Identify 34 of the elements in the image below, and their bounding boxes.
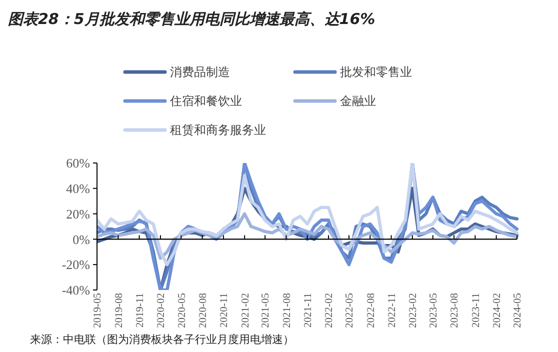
x-tick-label: 2019-05	[92, 293, 104, 328]
y-tick-label: -20%	[62, 257, 90, 272]
x-tick-label: 2024-05	[512, 293, 524, 328]
chart-title: 图表28：5月批发和零售业用电同比增速最高、达16%	[8, 10, 376, 28]
x-tick-label: 2019-11	[134, 293, 146, 328]
legend-label: 住宿和餐饮业	[169, 94, 242, 108]
y-tick-label: 40%	[66, 180, 90, 196]
x-tick-label: 2023-05	[428, 293, 440, 328]
legend-label: 批发和零售业	[340, 65, 412, 80]
legend-label: 租赁和商务服务业	[170, 123, 266, 138]
x-tick-label: 2022-11	[386, 293, 398, 328]
y-tick-label: -40%	[62, 282, 90, 298]
x-tick-label: 2020-11	[219, 293, 230, 328]
legend-label: 金融业	[340, 94, 376, 108]
x-tick-label: 2021-02	[240, 293, 252, 328]
x-tick-label: 2021-11	[303, 293, 314, 328]
x-tick-label: 2020-08	[198, 293, 209, 328]
y-tick-label: 20%	[66, 206, 90, 222]
y-tick-label: 60%	[66, 156, 90, 171]
x-tick-label: 2020-02	[156, 293, 168, 328]
x-tick-label: 2023-11	[470, 293, 482, 328]
x-tick-label: 2021-05	[260, 293, 272, 328]
legend-label: 消费品制造	[170, 65, 230, 80]
x-tick-label: 2022-02	[324, 293, 336, 328]
x-tick-label: 2022-08	[366, 293, 377, 328]
x-tick-label: 2023-02	[408, 293, 420, 328]
x-tick-label: 2024-02	[492, 293, 503, 328]
x-tick-label: 2021-08	[282, 293, 293, 328]
x-tick-label: 2022-05	[344, 293, 356, 328]
x-tick-label: 2020-05	[176, 293, 188, 328]
source-note: 来源：中电联（图为消费板块各子行业月度用电增速）	[30, 333, 294, 346]
x-tick-label: 2023-08	[450, 293, 461, 328]
x-tick-label: 2019-08	[114, 293, 125, 328]
y-tick-label: 0%	[72, 232, 90, 247]
